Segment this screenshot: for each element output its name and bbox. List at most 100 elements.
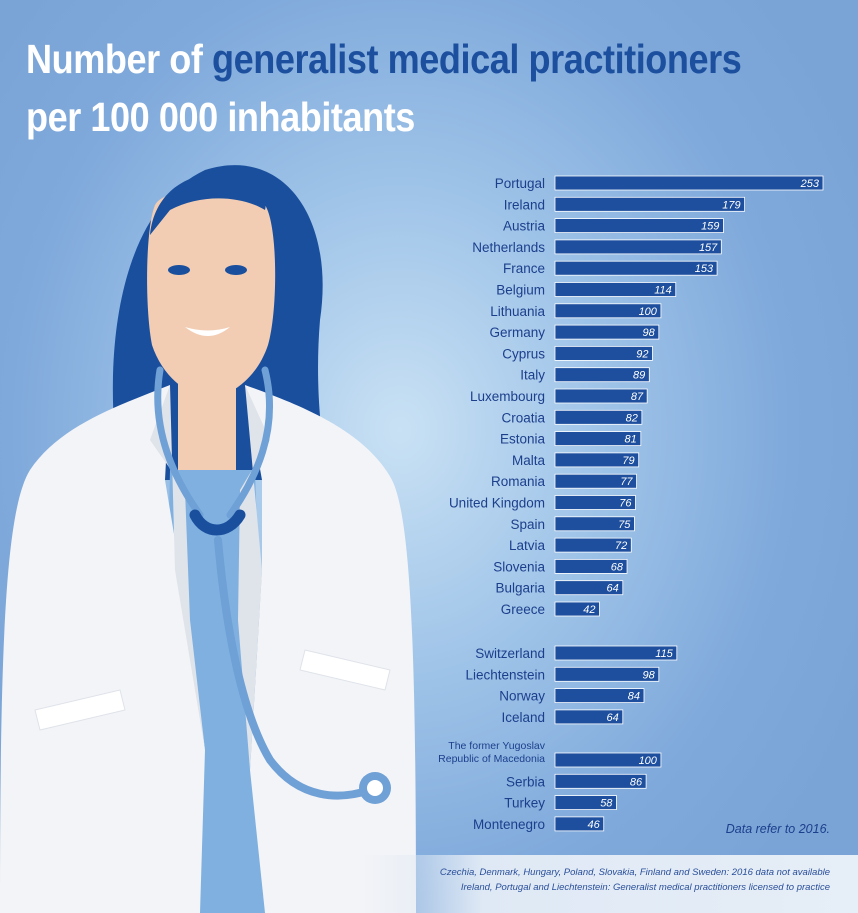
data-year-note: Data refer to 2016. <box>725 822 830 836</box>
value-label-romania: 77 <box>620 476 633 488</box>
category-label-portugal: Portugal <box>495 176 545 191</box>
category-label-bulgaria: Bulgaria <box>495 581 545 596</box>
value-label-greece: 42 <box>583 604 595 616</box>
category-label-liechtenstein: Liechtenstein <box>465 667 545 682</box>
doctor-left-eye <box>168 265 190 275</box>
category-label-croatia: Croatia <box>501 410 545 425</box>
value-label-norway: 84 <box>628 691 640 703</box>
bar-germany <box>554 324 660 340</box>
category-label-spain: Spain <box>510 517 545 532</box>
value-label-portugal: 253 <box>800 178 820 190</box>
value-label-cyprus: 92 <box>636 348 648 360</box>
doctor-right-eye <box>225 265 247 275</box>
stethoscope-main-tube <box>214 536 374 800</box>
category-label-netherlands: Netherlands <box>472 240 545 255</box>
category-label-germany: Germany <box>489 325 545 340</box>
page-title: Number of generalist medical practitione… <box>26 30 742 146</box>
category-label-serbia: Serbia <box>506 774 546 789</box>
bar-serbia <box>554 773 647 789</box>
bar-norway <box>554 688 645 703</box>
footer-note-1: Czechia, Denmark, Hungary, Poland, Slova… <box>439 867 830 878</box>
bar-italy <box>554 367 650 383</box>
value-label-luxembourg: 87 <box>631 391 644 403</box>
stethoscope-tube-left <box>154 366 204 519</box>
value-label-france: 153 <box>695 263 714 275</box>
category-label-france: France <box>503 261 545 276</box>
doctor-coat-left <box>0 385 205 913</box>
bar-croatia <box>554 409 643 425</box>
value-label-netherlands: 157 <box>699 242 718 254</box>
bar-latvia <box>554 537 632 553</box>
category-label-austria: Austria <box>503 219 546 234</box>
category-label-the-former-yugoslav-republic-of-macedonia: The former Yugoslav Republic of Macedonia <box>438 740 546 765</box>
value-label-turkey: 58 <box>600 798 613 810</box>
category-label-romania: Romania <box>491 474 546 489</box>
stethoscope-tube-right <box>226 366 273 519</box>
bar-austria <box>554 218 724 234</box>
bars-layer: 253 Portugal 179 Ireland 159 Austria 157 Nether… <box>438 175 824 832</box>
value-label-estonia: 81 <box>625 434 637 446</box>
bar-spain <box>554 516 635 532</box>
category-label-estonia: Estonia <box>500 432 546 447</box>
bar-liechtenstein <box>554 666 660 682</box>
value-label-switzerland: 115 <box>655 648 673 660</box>
doctor-smile <box>185 327 230 336</box>
bar-greece <box>554 601 600 617</box>
bar-france <box>554 260 718 276</box>
bar-cyprus <box>554 345 653 361</box>
category-label-iceland: Iceland <box>501 710 545 725</box>
category-label-malta: Malta <box>512 453 546 468</box>
doctor-bangs <box>150 174 266 235</box>
category-label-cyprus: Cyprus <box>502 346 545 361</box>
category-label-lithuania: Lithuania <box>490 304 545 319</box>
bar-the-former-yugoslav-republic-of-macedonia <box>554 752 662 768</box>
value-label-serbia: 86 <box>630 776 643 788</box>
category-label-switzerland: Switzerland <box>475 646 545 661</box>
category-label-ireland: Ireland <box>504 197 545 212</box>
value-label-united-kingdom: 76 <box>619 498 632 510</box>
bar-romania <box>554 473 637 489</box>
doctor-face <box>147 188 276 398</box>
value-label-italy: 89 <box>633 370 645 382</box>
category-label-latvia: Latvia <box>509 538 546 553</box>
value-label-austria: 159 <box>701 221 719 233</box>
category-label-italy: Italy <box>520 368 545 383</box>
title-part1: Number of <box>26 36 213 82</box>
footer-note-2: Ireland, Portugal and Liechtenstein: Gen… <box>460 882 830 893</box>
category-label-luxembourg: Luxembourg <box>470 389 545 404</box>
doctor-lapel-right <box>238 385 270 770</box>
doctor-pocket-right <box>299 649 391 691</box>
bar-switzerland <box>554 645 678 661</box>
footer-notes: Czechia, Denmark, Hungary, Poland, Slova… <box>358 855 858 913</box>
bar-lithuania <box>554 303 662 319</box>
category-label-montenegro: Montenegro <box>473 817 545 832</box>
stethoscope-chestpiece-inner <box>367 780 383 796</box>
bar-iceland <box>554 709 624 725</box>
bar-luxembourg <box>554 388 648 404</box>
category-label-greece: Greece <box>501 602 545 617</box>
value-label-ireland: 179 <box>722 199 740 211</box>
bar-turkey <box>554 795 617 810</box>
bar-portugal <box>554 175 824 191</box>
bar-slovenia <box>554 559 628 574</box>
bar-ireland <box>554 196 746 212</box>
category-label-turkey: Turkey <box>504 796 545 811</box>
value-label-the-former-yugoslav-republic-of-macedonia: 100 <box>639 755 658 767</box>
bar-belgium <box>554 282 677 297</box>
title-line2: per 100 000 inhabitants <box>26 94 415 140</box>
value-label-liechtenstein: 98 <box>643 669 656 681</box>
bar-montenegro <box>554 816 605 832</box>
value-label-spain: 75 <box>618 519 631 531</box>
value-label-germany: 98 <box>643 327 656 339</box>
category-label-slovenia: Slovenia <box>493 559 545 574</box>
stethoscope-yoke <box>189 509 246 536</box>
bar-united-kingdom <box>554 495 636 510</box>
category-label-norway: Norway <box>499 689 545 704</box>
category-label-united-kingdom: United Kingdom <box>449 496 545 511</box>
title-highlight: generalist medical practitioners <box>212 36 742 82</box>
value-label-bulgaria: 64 <box>607 583 619 595</box>
value-label-slovenia: 68 <box>611 561 624 573</box>
value-label-latvia: 72 <box>615 540 627 552</box>
value-label-malta: 79 <box>622 455 634 467</box>
